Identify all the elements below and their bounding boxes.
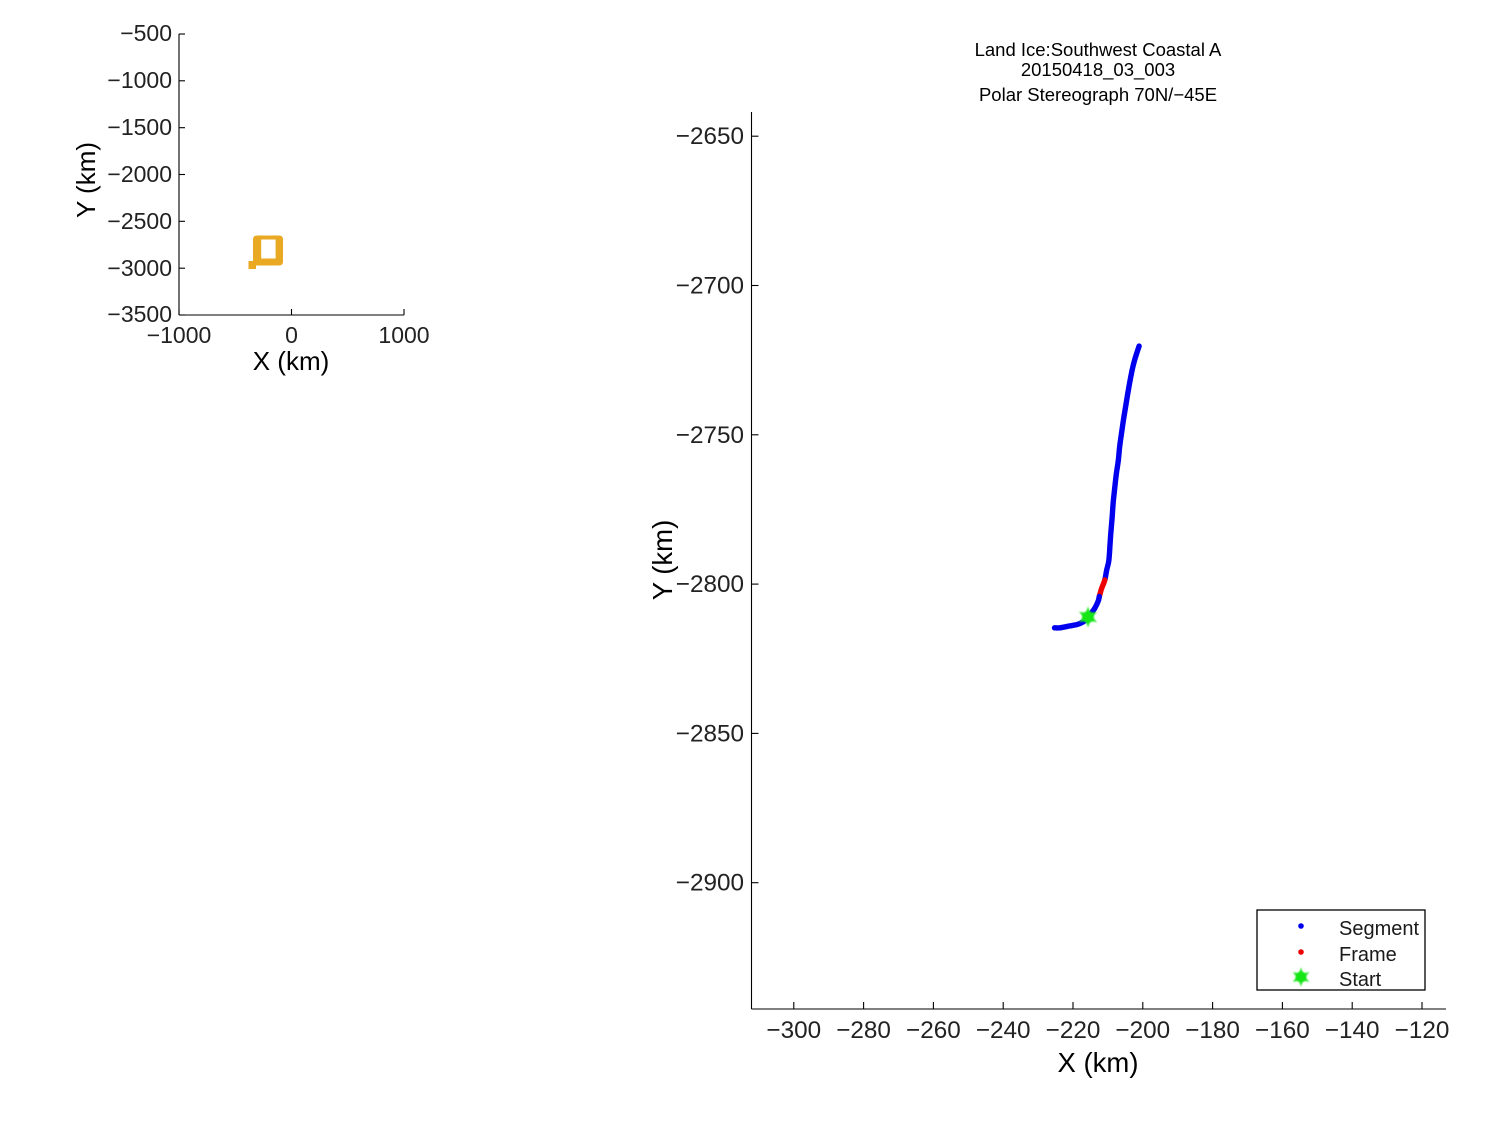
svg-text:X (km): X (km) <box>1058 1047 1139 1078</box>
svg-text:−140: −140 <box>1325 1017 1380 1044</box>
svg-text:Polar Stereograph 70N/−45E: Polar Stereograph 70N/−45E <box>979 84 1217 105</box>
svg-text:−3000: −3000 <box>107 255 172 281</box>
svg-text:−220: −220 <box>1046 1017 1101 1044</box>
svg-text:−2650: −2650 <box>676 123 744 150</box>
svg-text:−300: −300 <box>766 1017 821 1044</box>
svg-text:Y (km): Y (km) <box>71 142 101 218</box>
svg-text:−2700: −2700 <box>676 273 744 300</box>
svg-text:−2500: −2500 <box>107 208 172 234</box>
svg-text:1000: 1000 <box>378 322 429 348</box>
svg-text:−260: −260 <box>906 1017 961 1044</box>
svg-text:−200: −200 <box>1115 1017 1170 1044</box>
svg-text:−280: −280 <box>836 1017 891 1044</box>
svg-text:−1000: −1000 <box>147 322 212 348</box>
svg-text:−160: −160 <box>1255 1017 1310 1044</box>
svg-text:−2800: −2800 <box>676 571 744 598</box>
svg-text:−240: −240 <box>976 1017 1031 1044</box>
svg-text:Land Ice:Southwest Coastal A: Land Ice:Southwest Coastal A <box>975 39 1222 60</box>
svg-text:−2900: −2900 <box>676 870 744 897</box>
svg-text:−2750: −2750 <box>676 422 744 449</box>
svg-text:−2000: −2000 <box>107 161 172 187</box>
svg-text:0: 0 <box>285 322 298 348</box>
svg-text:−2850: −2850 <box>676 720 744 747</box>
svg-text:Start: Start <box>1339 969 1382 991</box>
svg-text:−1000: −1000 <box>107 67 172 93</box>
svg-text:Frame: Frame <box>1339 944 1397 966</box>
svg-text:−120: −120 <box>1395 1017 1450 1044</box>
svg-text:X (km): X (km) <box>253 346 330 376</box>
svg-text:−500: −500 <box>120 20 172 46</box>
svg-text:Y (km): Y (km) <box>647 520 678 600</box>
svg-text:−1500: −1500 <box>107 114 172 140</box>
svg-text:−180: −180 <box>1185 1017 1240 1044</box>
svg-text:20150418_03_003: 20150418_03_003 <box>1021 59 1175 81</box>
svg-text:Segment: Segment <box>1339 918 1419 940</box>
